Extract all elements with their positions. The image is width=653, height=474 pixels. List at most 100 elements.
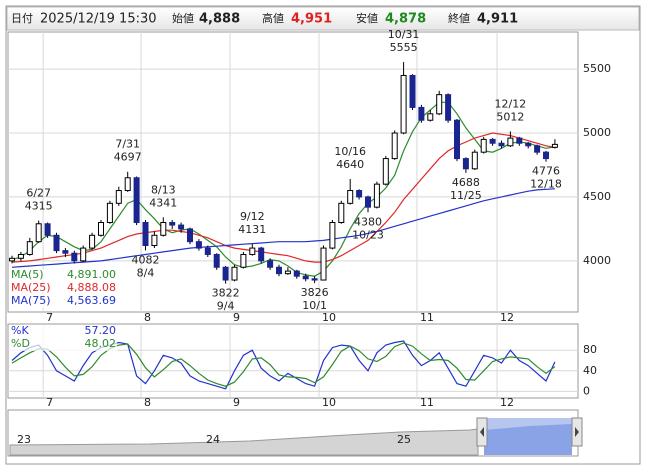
annotation-price: 4131 [238, 223, 266, 236]
candle-body [133, 177, 140, 224]
candle-body [98, 222, 104, 236]
legend-value: 57.20 [85, 324, 117, 337]
annotation-price: 4082 [132, 253, 160, 266]
candle-body [436, 94, 443, 115]
candle-body [169, 222, 176, 226]
candle-body [151, 234, 158, 247]
legend-bg [9, 338, 117, 351]
candle-body [213, 253, 220, 268]
candle-body [329, 222, 336, 249]
candle-body [551, 143, 558, 148]
annotation-date: 6/27 [26, 187, 51, 200]
annotation-date: 10/31 [388, 28, 420, 41]
navigator-label: 25 [397, 433, 411, 446]
annotation-price: 4315 [25, 200, 53, 213]
candle-body [124, 177, 131, 192]
navigator-history [9, 428, 479, 456]
candle-body [480, 138, 487, 153]
candle-body [489, 138, 496, 144]
close-label: 終値 [448, 11, 470, 25]
candle-body [311, 278, 318, 281]
candle-body [409, 74, 416, 108]
annotation-date: 9/4 [217, 300, 235, 313]
annotation-price: 4640 [336, 158, 364, 171]
x-tick-label: 7 [46, 311, 53, 324]
x-tick-label: 10 [322, 311, 336, 324]
candle-body [53, 234, 60, 252]
handle-arrow [575, 427, 579, 437]
annotation-date: 10/16 [334, 145, 366, 158]
candle-body [26, 241, 33, 255]
candle-body [445, 94, 452, 121]
candle-body [356, 190, 363, 198]
annotation-date: 7/31 [115, 138, 140, 151]
legend-name: MA(25) [11, 281, 51, 294]
annotation-price: 4697 [114, 151, 142, 164]
candle-body [498, 142, 505, 147]
candle-body [222, 266, 229, 281]
candle-body [534, 145, 541, 153]
candle-body [204, 247, 211, 255]
high-label: 高値 [262, 11, 284, 25]
legend-value: 48.02 [85, 337, 117, 350]
legend-name: %D [11, 337, 30, 350]
candle-body [62, 250, 69, 254]
candle-body [373, 183, 380, 208]
annotation-date: 9/12 [240, 210, 265, 223]
legend-name: MA(5) [11, 268, 44, 281]
y-tick-label: 40 [583, 364, 597, 377]
legend-bg [9, 325, 117, 338]
low-label: 安値 [356, 11, 378, 25]
y-tick-label: 0 [583, 384, 590, 397]
y-tick-label: 5000 [583, 126, 611, 139]
annotation-date: 12/18 [530, 178, 562, 191]
candle-body [267, 260, 274, 268]
annotation-price: 4341 [149, 196, 177, 209]
candle-body [516, 137, 523, 144]
candle-body [142, 222, 149, 247]
candle-body [338, 202, 345, 224]
candle-body [365, 196, 371, 208]
x-tick-label: 11 [420, 311, 434, 324]
annotation-price: 5012 [496, 110, 524, 123]
annotation-price: 3826 [301, 286, 329, 299]
x-tick-label: 11 [420, 396, 434, 409]
high-value: 4,951 [291, 12, 332, 27]
handle-arrow [480, 427, 484, 437]
candle-body [525, 142, 532, 147]
annotation-price: 4688 [452, 176, 480, 189]
y-tick-label: 80 [583, 343, 597, 356]
y-tick-label: 5500 [583, 62, 611, 75]
x-tick-label: 9 [233, 396, 240, 409]
x-tick-label: 9 [233, 311, 240, 324]
candle-body [276, 266, 282, 275]
candle-body [507, 137, 514, 147]
candle-body [400, 74, 407, 134]
date-label: 日付 [11, 12, 33, 25]
candle-body [89, 234, 96, 249]
x-tick-label: 12 [500, 396, 514, 409]
candle-body [302, 275, 309, 280]
candle-body [249, 247, 256, 255]
candle-body [71, 252, 78, 262]
annotation-date: 10/1 [302, 299, 327, 312]
x-tick-label: 7 [46, 396, 53, 409]
stoch-panel [7, 323, 579, 399]
ma-line [11, 342, 556, 387]
date: 2025/12/19 15:30 [40, 12, 157, 27]
candle-body [347, 190, 354, 204]
candle-body [35, 223, 42, 243]
low-value: 4,878 [385, 12, 426, 27]
candle-body [284, 270, 291, 275]
candle-body [293, 270, 300, 277]
annotation-price: 4776 [532, 165, 560, 178]
candle-body [160, 222, 167, 236]
annotation-date: 10/23 [352, 228, 384, 241]
candle-body [418, 106, 425, 121]
candle-body [106, 202, 113, 224]
candle-body [231, 266, 238, 281]
candle-body [462, 158, 469, 170]
annotation-price: 4380 [354, 215, 382, 228]
candle-body [471, 151, 478, 170]
